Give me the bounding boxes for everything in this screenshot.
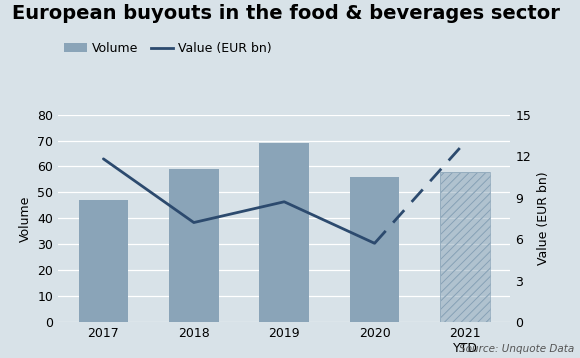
Bar — [350, 177, 400, 322]
Bar — [440, 172, 490, 322]
Bar — [169, 169, 219, 322]
Text: Source: Unquote Data: Source: Unquote Data — [459, 344, 574, 354]
Bar — [78, 200, 128, 322]
Y-axis label: Volume: Volume — [19, 195, 31, 242]
Y-axis label: Value (EUR bn): Value (EUR bn) — [536, 171, 550, 265]
Bar — [259, 143, 309, 322]
Legend: Volume, Value (EUR bn): Volume, Value (EUR bn) — [64, 42, 272, 55]
Bar — [440, 172, 490, 322]
Text: European buyouts in the food & beverages sector: European buyouts in the food & beverages… — [12, 4, 560, 23]
